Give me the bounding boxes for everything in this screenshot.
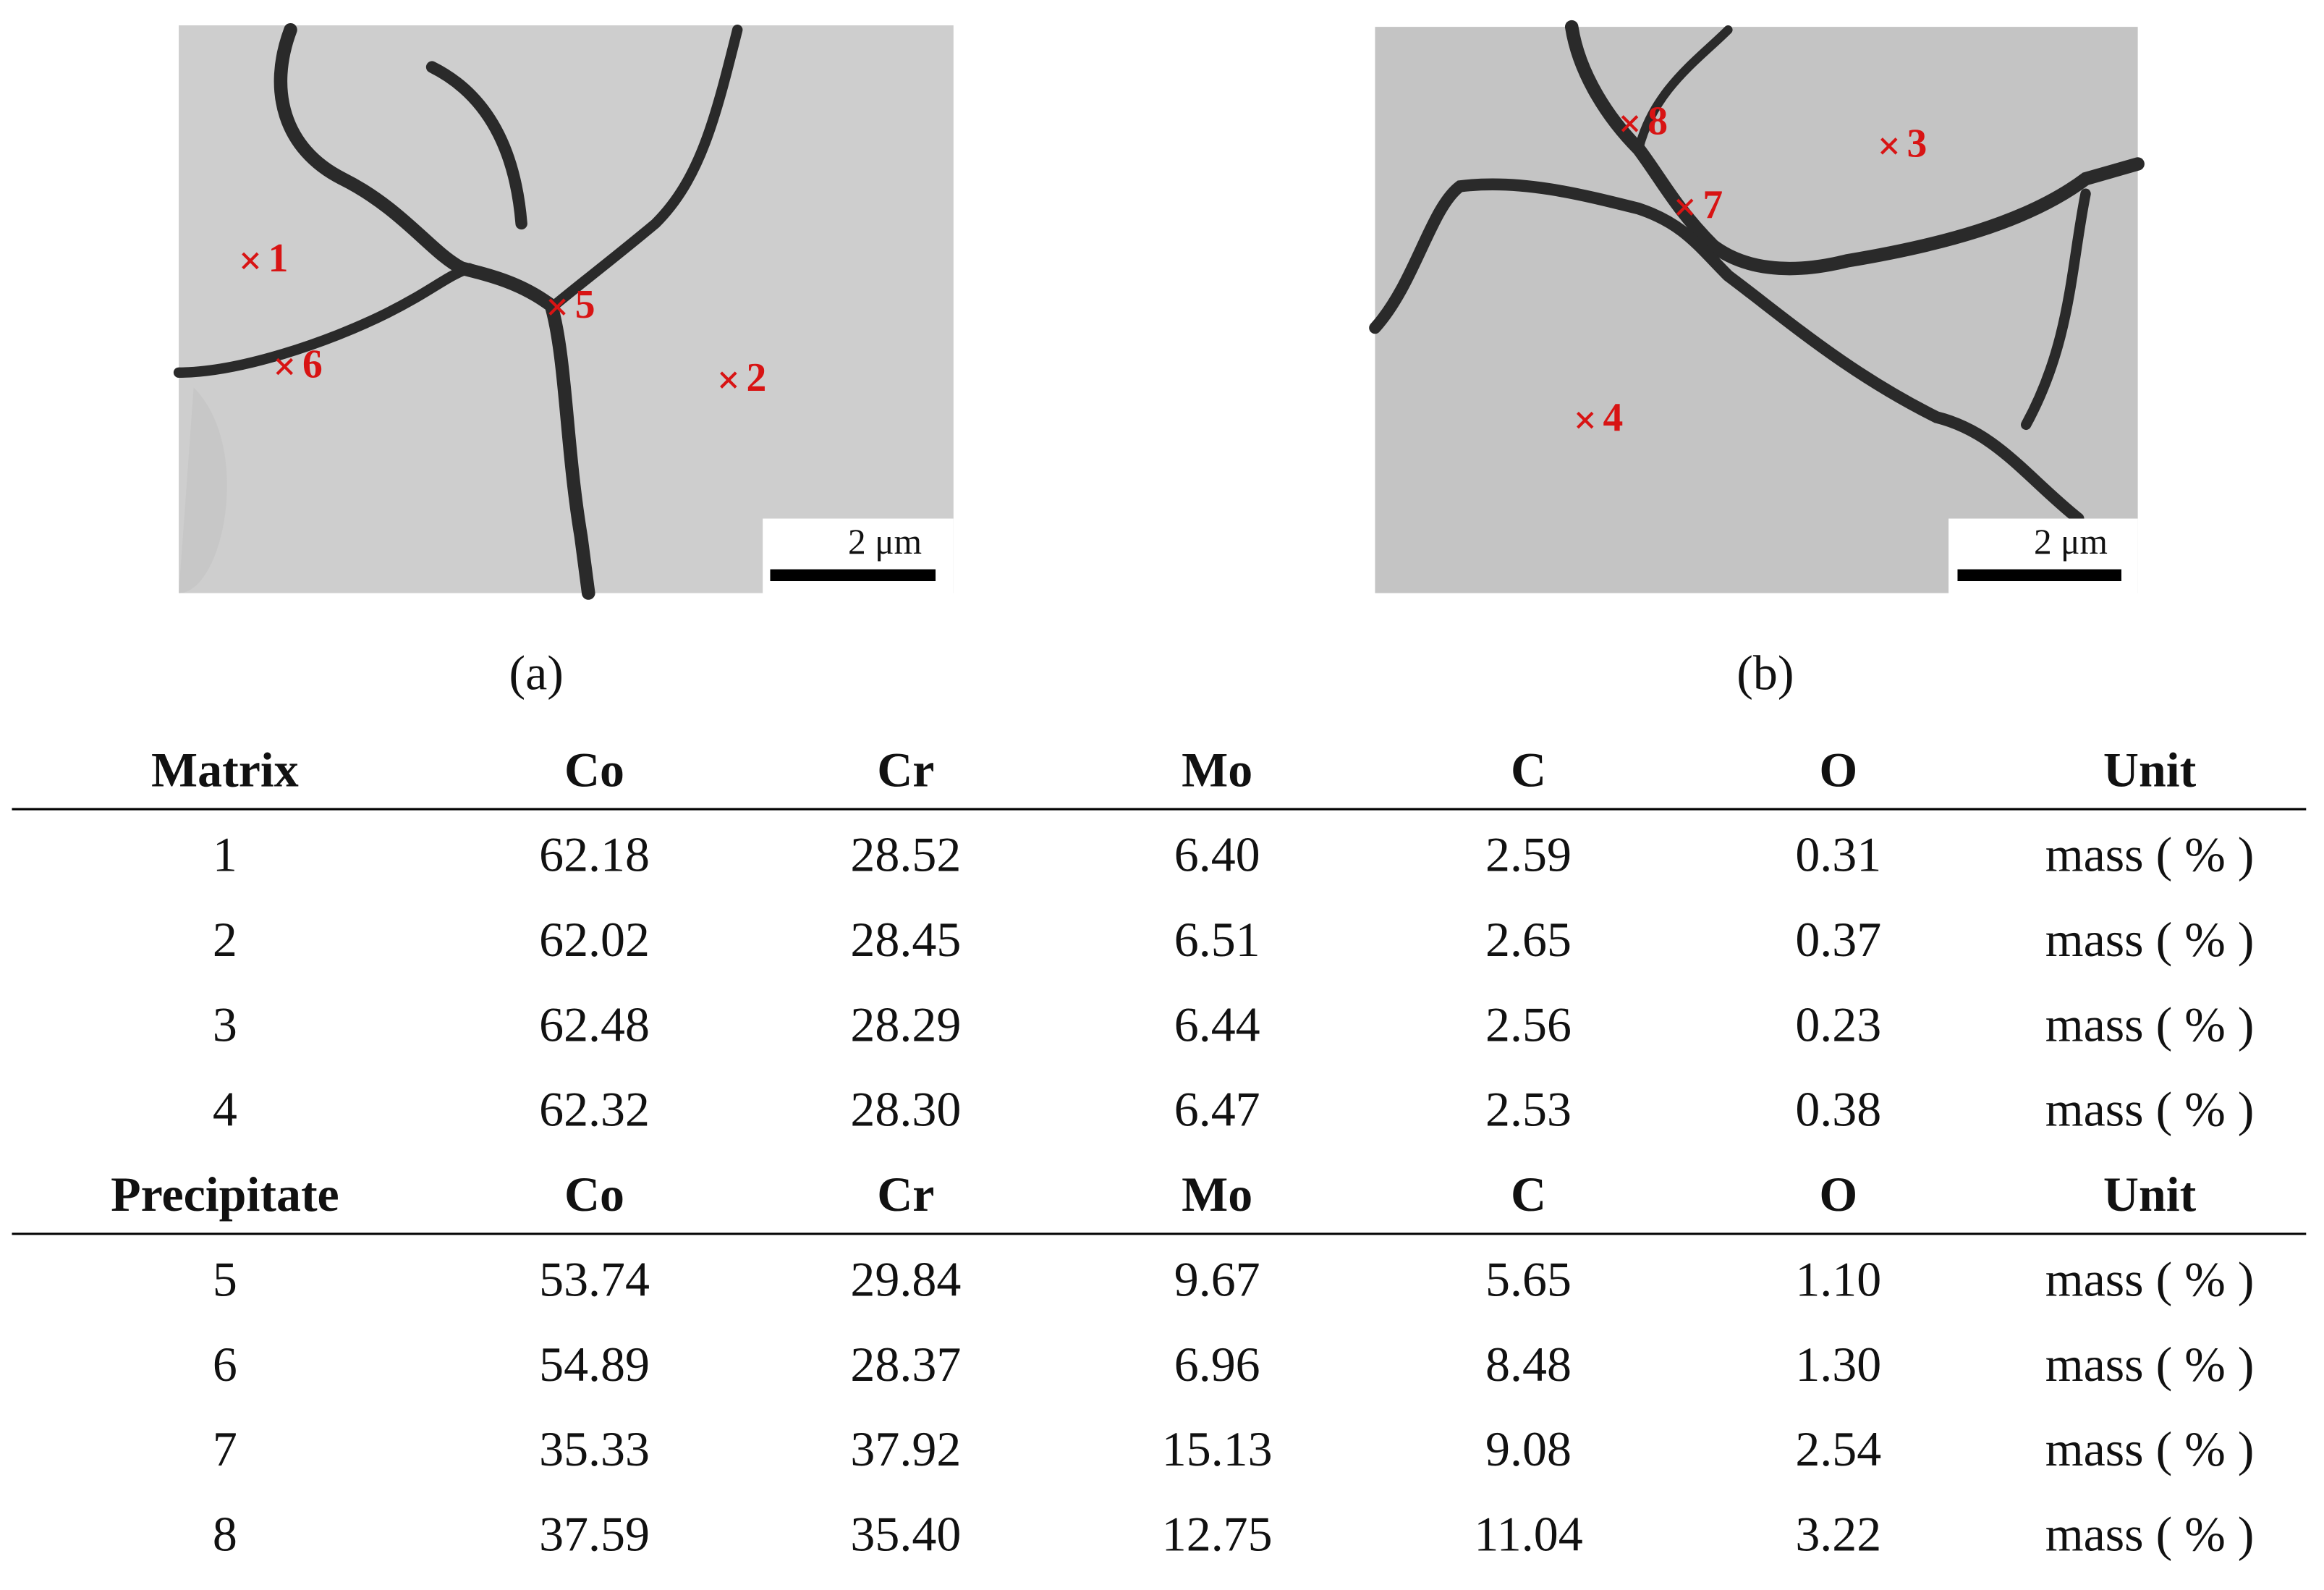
table-header: Unit bbox=[2103, 1167, 2197, 1222]
scale-bar-label: 2 μm bbox=[848, 522, 922, 562]
table-cell: 5 bbox=[213, 1251, 237, 1306]
table-cell: 6.47 bbox=[1174, 1082, 1260, 1137]
marker-label: 2 bbox=[747, 355, 767, 400]
table-cell: 12.75 bbox=[1162, 1507, 1273, 1562]
table-header: Cr bbox=[877, 742, 934, 797]
table-cell: 2.56 bbox=[1485, 997, 1572, 1052]
table-cell: 0.23 bbox=[1795, 997, 1881, 1052]
table-header: Precipitate bbox=[111, 1167, 339, 1222]
table-cell: 3.22 bbox=[1795, 1507, 1881, 1562]
table-header: C bbox=[1511, 1167, 1546, 1222]
table-cell: mass ( % ) bbox=[2045, 1251, 2255, 1306]
table-cell: mass ( % ) bbox=[2045, 1082, 2255, 1137]
marker-label: 4 bbox=[1603, 395, 1623, 440]
table-cell: 5.65 bbox=[1485, 1251, 1572, 1306]
table-cell: 6.44 bbox=[1174, 997, 1260, 1052]
table-cell: 8 bbox=[213, 1507, 237, 1562]
table-cell: 53.74 bbox=[539, 1251, 650, 1306]
scale-bar-label: 2 μm bbox=[2034, 522, 2108, 562]
marker-cross bbox=[242, 252, 259, 270]
table-cell: mass ( % ) bbox=[2045, 1421, 2255, 1476]
table-header: Co bbox=[564, 742, 624, 797]
table-cell: 37.59 bbox=[539, 1507, 650, 1562]
marker-label: 7 bbox=[1702, 182, 1723, 227]
table-cell: 54.89 bbox=[539, 1337, 650, 1392]
table-cell: 2.65 bbox=[1485, 912, 1572, 967]
marker-cross bbox=[720, 371, 737, 389]
table-cell: mass ( % ) bbox=[2045, 1337, 2255, 1392]
marker-cross bbox=[548, 298, 566, 316]
table-header: Co bbox=[564, 1167, 624, 1222]
table-cell: 37.92 bbox=[850, 1421, 961, 1476]
panel-label: (a) bbox=[509, 645, 564, 700]
table-cell: 6.40 bbox=[1174, 827, 1260, 882]
marker-cross bbox=[1621, 115, 1639, 132]
table-cell: mass ( % ) bbox=[2045, 997, 2255, 1052]
table-cell: 15.13 bbox=[1162, 1421, 1273, 1476]
table-cell: 6 bbox=[213, 1337, 237, 1392]
table-cell: 0.37 bbox=[1795, 912, 1881, 967]
table-header: C bbox=[1511, 742, 1546, 797]
table-cell: 28.52 bbox=[850, 827, 961, 882]
table-cell: 9.08 bbox=[1485, 1421, 1572, 1476]
table-header: Cr bbox=[877, 1167, 934, 1222]
table-cell: 6.51 bbox=[1174, 912, 1260, 967]
table-header: O bbox=[1819, 742, 1857, 797]
table-cell: 2.54 bbox=[1795, 1421, 1881, 1476]
table-header: Matrix bbox=[151, 742, 299, 797]
table-cell: 28.30 bbox=[850, 1082, 961, 1137]
panel-label: (b) bbox=[1736, 645, 1794, 700]
markers: 2 μm 1 2 5 6 2 μm 8 3 7 4 bbox=[242, 99, 2138, 593]
marker-label: 6 bbox=[302, 342, 323, 386]
table-cell: 1 bbox=[213, 827, 237, 882]
table-cell: 2.53 bbox=[1485, 1082, 1572, 1137]
marker-cross bbox=[1880, 138, 1898, 155]
marker-cross bbox=[276, 358, 294, 376]
table-cell: 62.48 bbox=[539, 997, 650, 1052]
table-header: Unit bbox=[2103, 742, 2197, 797]
table-cell: 29.84 bbox=[850, 1251, 961, 1306]
table-header: Mo bbox=[1182, 742, 1252, 797]
marker-label: 3 bbox=[1907, 122, 1927, 166]
table-cell: 35.33 bbox=[539, 1421, 650, 1476]
table-cell: 62.02 bbox=[539, 912, 650, 967]
marker-cross bbox=[1676, 198, 1694, 216]
table-cell: 11.04 bbox=[1474, 1507, 1582, 1562]
table-cell: 4 bbox=[213, 1082, 237, 1137]
table-cell: 2 bbox=[213, 912, 237, 967]
table-cell: 8.48 bbox=[1485, 1337, 1572, 1392]
marker-label: 1 bbox=[268, 236, 289, 281]
table-cell: 6.96 bbox=[1174, 1337, 1260, 1392]
table-cell: 9.67 bbox=[1174, 1251, 1260, 1306]
table-cell: mass ( % ) bbox=[2045, 912, 2255, 967]
table-cell: 28.29 bbox=[850, 997, 961, 1052]
table-header: Mo bbox=[1182, 1167, 1252, 1222]
table-cell: 7 bbox=[213, 1421, 237, 1476]
table: Matrix Co Cr Mo C O Unit 1 62.18 28.52 6.40 2.59 0.3… bbox=[12, 742, 2307, 1562]
table-header: O bbox=[1819, 1167, 1857, 1222]
table-cell: 0.38 bbox=[1795, 1082, 1881, 1137]
table-cell: 28.45 bbox=[850, 912, 961, 967]
marker-cross bbox=[1576, 411, 1594, 429]
table-cell: 62.18 bbox=[539, 827, 650, 882]
marker-label: 8 bbox=[1647, 99, 1668, 144]
micrograph-b bbox=[1369, 20, 2145, 593]
table-cell: 0.31 bbox=[1795, 827, 1881, 882]
table-cell: 1.30 bbox=[1795, 1337, 1881, 1392]
table-cell: 2.59 bbox=[1485, 827, 1572, 882]
marker-label: 5 bbox=[575, 282, 595, 327]
table-cell: mass ( % ) bbox=[2045, 1507, 2255, 1562]
table-cell: 28.37 bbox=[850, 1337, 961, 1392]
micrograph-a bbox=[173, 22, 954, 600]
table-cell: 62.32 bbox=[539, 1082, 650, 1137]
table-cell: 35.40 bbox=[850, 1507, 961, 1562]
table-cell: 1.10 bbox=[1795, 1251, 1881, 1306]
table-cell: mass ( % ) bbox=[2045, 827, 2255, 882]
table-cell: 3 bbox=[213, 997, 237, 1052]
